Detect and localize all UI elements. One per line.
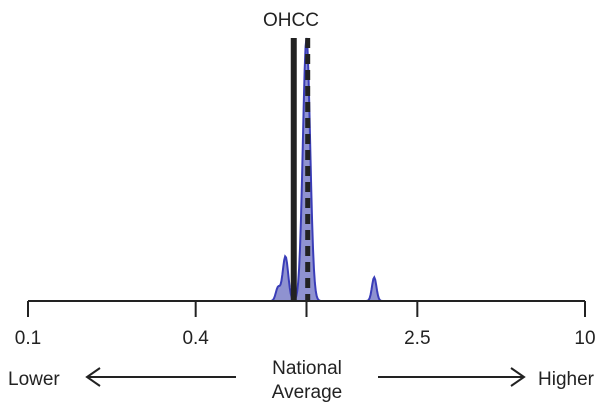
x-axis: 0.1 0.4 2.5 10 [15, 301, 596, 349]
national-label: National [272, 358, 342, 379]
x-tick-label: 0.1 [15, 328, 41, 349]
higher-label: Higher [538, 369, 595, 390]
chart-title: OHCC [263, 10, 319, 31]
left-arrow [87, 368, 236, 386]
x-tick-label: 10 [574, 328, 595, 349]
right-arrow [378, 368, 524, 386]
x-tick-label: 0.4 [182, 328, 209, 349]
x-tick-label: 2.5 [404, 328, 430, 349]
average-label: Average [272, 382, 342, 403]
lower-label: Lower [8, 369, 60, 390]
